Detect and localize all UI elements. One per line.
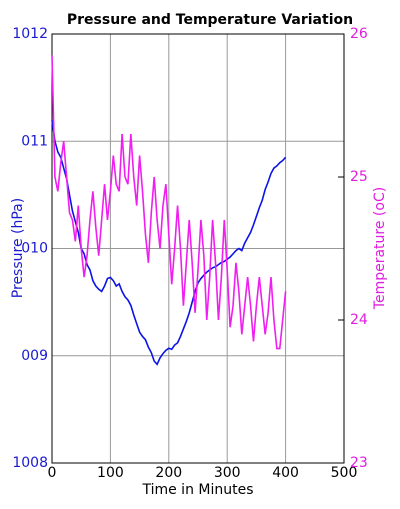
y-tick-label: 010	[21, 241, 48, 257]
y-tick-label: 011	[21, 133, 48, 149]
plot-frame	[51, 33, 345, 464]
x-tick-label: 100	[97, 465, 124, 481]
x-tick-label: 200	[155, 465, 182, 481]
x-tick-label: 0	[48, 465, 57, 481]
y2-tick-label: 24	[350, 312, 368, 328]
x-axis-label: Time in Minutes	[141, 482, 253, 498]
chart-title: Pressure and Temperature Variation	[67, 12, 353, 28]
y2-tick-label: 26	[350, 26, 368, 42]
y2-tick-label: 25	[350, 169, 368, 185]
y-tick-label: 1008	[12, 455, 48, 471]
y-axis-label: Pressure (hPa)	[10, 198, 26, 298]
y-tick-label: 009	[21, 348, 48, 364]
y2-axis-label: Temperature (oC)	[372, 187, 388, 310]
x-tick-label: 300	[214, 465, 241, 481]
y2-tick-label: 23	[350, 455, 368, 471]
y-tick-label: 1012	[12, 26, 48, 42]
data-line	[51, 55, 287, 350]
x-tick-label: 400	[272, 465, 299, 481]
x-tick-label: 500	[331, 465, 358, 481]
data-line	[51, 119, 287, 366]
